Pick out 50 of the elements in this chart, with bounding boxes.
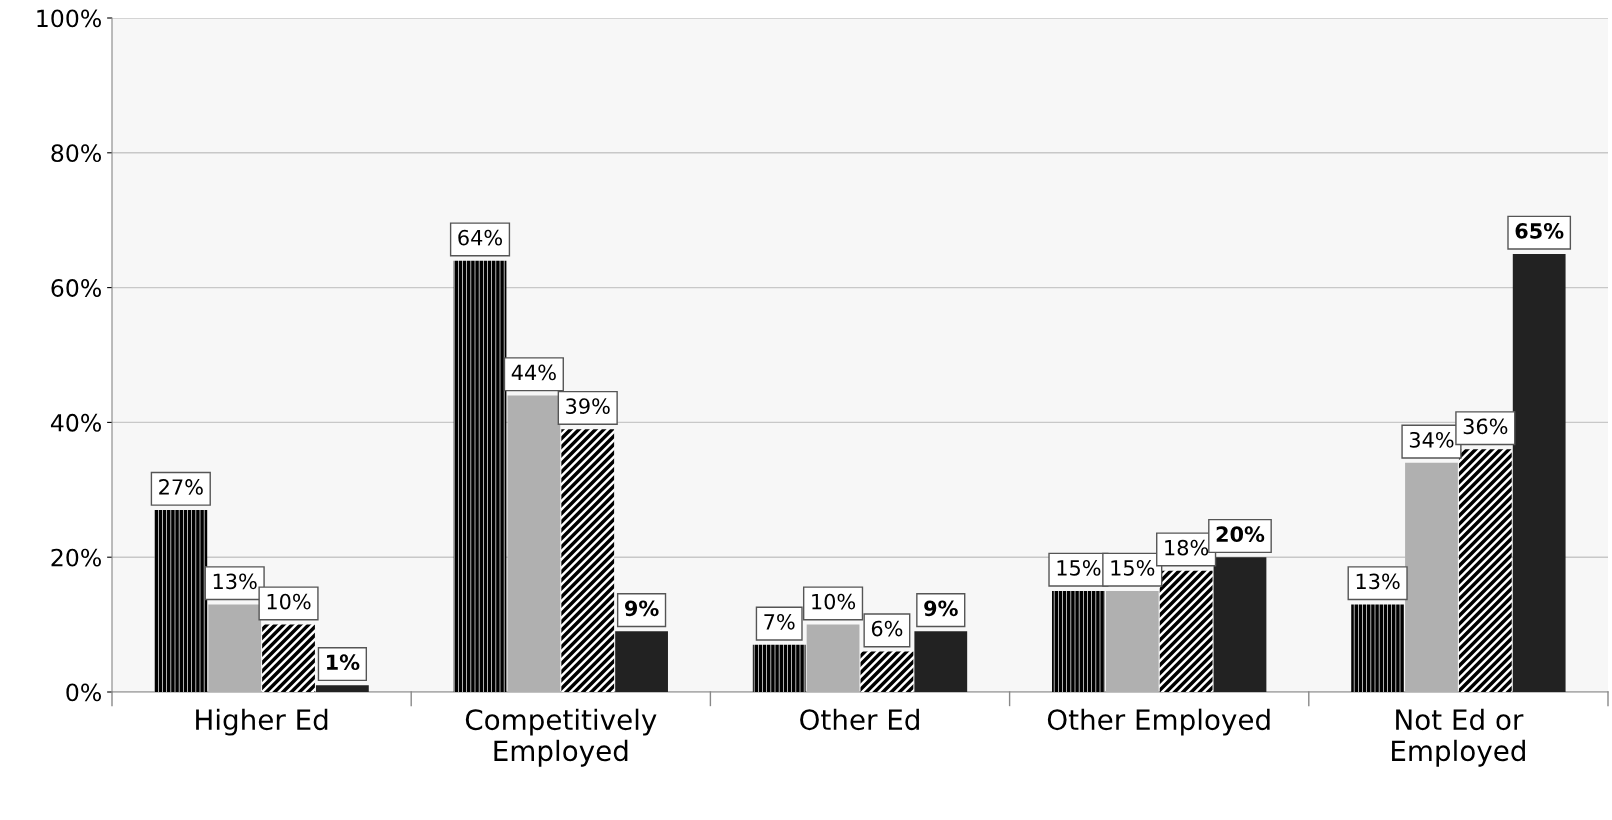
data-label: 39% [566, 398, 610, 414]
data-label: 20% [1216, 526, 1265, 543]
y-tick-label: 100% [37, 9, 101, 28]
bar [507, 395, 561, 692]
bar [615, 631, 668, 692]
bar [752, 644, 806, 692]
y-tick-label: 80% [51, 144, 101, 163]
bar [315, 685, 369, 692]
bar [1052, 590, 1105, 692]
data-label: 15% [1111, 559, 1155, 576]
data-label: 13% [1356, 573, 1400, 590]
data-label: 1% [327, 654, 360, 671]
data-label: 10% [267, 593, 311, 610]
data-label: 13% [213, 573, 257, 590]
y-tick-label: 60% [51, 279, 101, 297]
x-tick-label: Competitively Employed [465, 708, 657, 767]
x-tick-label: Other Employed [1047, 708, 1270, 736]
bar [561, 429, 615, 692]
bar [1458, 449, 1512, 692]
data-label: 36% [1463, 418, 1508, 435]
bar [1213, 557, 1267, 692]
bar [1405, 462, 1458, 692]
bar [860, 651, 914, 692]
data-label: 9% [624, 600, 659, 617]
bar [1512, 253, 1566, 692]
bar [806, 624, 860, 692]
bar [1159, 570, 1213, 692]
y-tick-label: 0% [66, 683, 101, 702]
bar [1351, 604, 1405, 692]
x-tick-label: Other Ed [800, 708, 919, 731]
data-label: 10% [812, 593, 856, 610]
bar [453, 260, 507, 692]
data-label: 44% [511, 364, 556, 381]
data-label: 34% [1409, 431, 1454, 448]
data-label: 7% [764, 613, 795, 630]
data-label: 65% [1515, 222, 1564, 239]
data-label: 64% [458, 229, 503, 246]
data-label: 15% [1057, 559, 1101, 576]
x-tick-label: Higher Ed [196, 708, 328, 736]
data-label: 9% [924, 600, 958, 617]
bar [914, 631, 968, 692]
x-tick-label: Not Ed or Employed [1392, 708, 1525, 767]
y-tick-label: 20% [51, 548, 101, 567]
y-tick-label: 40% [50, 413, 101, 432]
bar [154, 510, 208, 692]
data-label: 6% [871, 620, 903, 637]
data-label: 18% [1165, 539, 1209, 556]
bar [1105, 590, 1159, 692]
data-label: 27% [159, 479, 203, 495]
bar [208, 604, 262, 692]
